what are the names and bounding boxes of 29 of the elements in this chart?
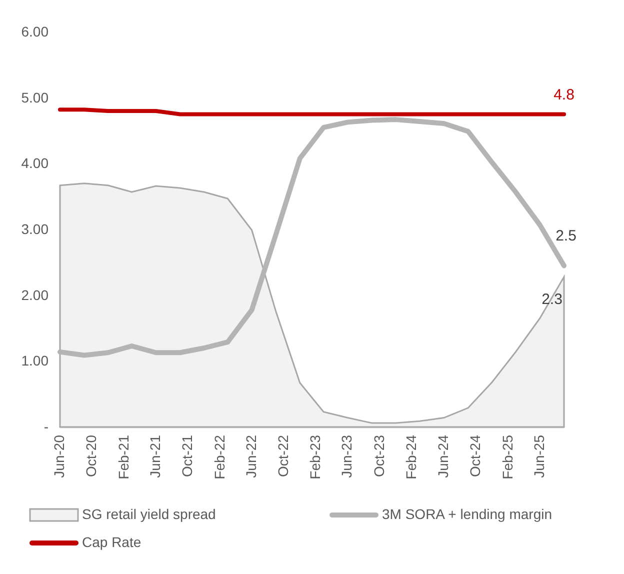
legend-label: SG retail yield spread bbox=[82, 506, 216, 522]
x-tick-label: Feb-22 bbox=[211, 434, 228, 480]
legend-label: Cap Rate bbox=[82, 534, 142, 550]
data-label: 4.8 bbox=[554, 86, 574, 104]
x-tick-label: Jun-24 bbox=[434, 434, 451, 478]
x-tick-label: Oct-24 bbox=[466, 434, 483, 478]
y-tick-label: 3.00 bbox=[21, 221, 49, 237]
y-tick-label: - bbox=[44, 418, 49, 434]
y-tick-label: 5.00 bbox=[21, 89, 49, 106]
data-label: 2.5 bbox=[556, 228, 576, 245]
y-tick-label: 6.00 bbox=[21, 24, 49, 40]
data-label: 2.3 bbox=[542, 290, 562, 308]
x-tick-label: Jun-25 bbox=[530, 434, 547, 478]
y-tick-label: 2.00 bbox=[21, 286, 49, 303]
x-tick-label: Jun-22 bbox=[242, 434, 259, 478]
x-tick-label: Oct-23 bbox=[370, 434, 387, 478]
x-tick-label: Feb-24 bbox=[403, 434, 420, 480]
y-tick-label: 1.00 bbox=[21, 352, 49, 369]
x-tick-label: Feb-23 bbox=[307, 434, 324, 480]
x-tick-label: Feb-21 bbox=[115, 434, 132, 480]
x-tick-label: Oct-20 bbox=[83, 434, 100, 478]
legend-label: 3M SORA + lending margin bbox=[382, 506, 552, 522]
x-tick-label: Jun-21 bbox=[146, 434, 163, 478]
y-tick-label: 4.00 bbox=[21, 155, 49, 172]
x-tick-label: Feb-25 bbox=[499, 434, 516, 480]
x-tick-label: Jun-20 bbox=[51, 434, 67, 478]
x-tick-label: Oct-21 bbox=[178, 434, 195, 478]
x-tick-label: Oct-22 bbox=[274, 434, 291, 478]
x-tick-label: Jun-23 bbox=[338, 434, 355, 478]
